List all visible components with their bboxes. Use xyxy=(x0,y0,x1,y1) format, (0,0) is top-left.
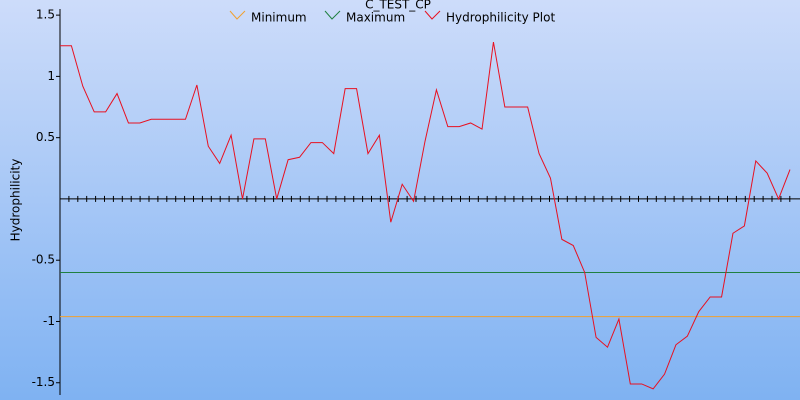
hydrophilicity-line xyxy=(60,41,791,390)
legend-icon xyxy=(229,10,246,20)
legend-icon xyxy=(324,10,341,20)
legend-label: Minimum xyxy=(251,11,307,25)
legend-icon xyxy=(424,10,441,20)
chart-title: C_TEST_CP xyxy=(365,0,431,12)
y-tick-label: -0.5 xyxy=(32,253,55,267)
legend-label: Maximum xyxy=(346,11,405,25)
y-tick-label: 1 xyxy=(47,69,55,83)
y-tick-label: -1.5 xyxy=(32,375,55,389)
legend-label: Hydrophilicity Plot xyxy=(446,11,555,25)
y-tick-label: -1 xyxy=(43,314,55,328)
y-tick-label: 0.5 xyxy=(36,130,55,144)
y-tick-label: 1.5 xyxy=(36,8,55,22)
y-axis-label: Hydrophilicity xyxy=(9,159,23,242)
